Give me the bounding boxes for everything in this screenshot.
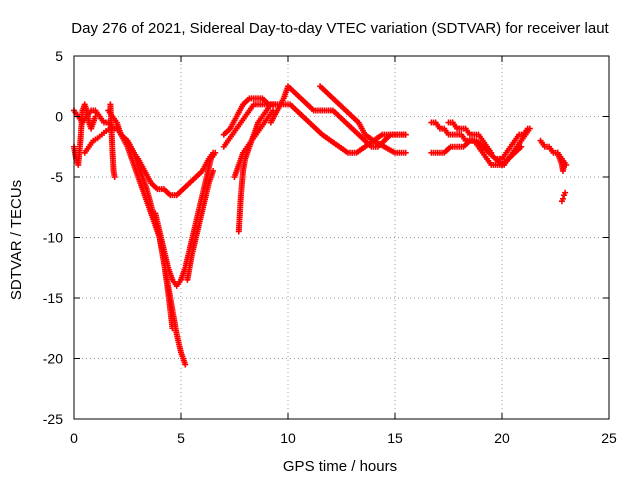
series-arc-13 — [267, 83, 409, 150]
series-arc-12 — [235, 101, 274, 235]
series-arc-14 — [317, 83, 409, 156]
data-point — [488, 149, 495, 156]
series-arc-8 — [184, 167, 217, 283]
grid-lines — [74, 56, 609, 419]
series-arc-18 — [494, 125, 531, 162]
x-tick-label: 10 — [280, 430, 296, 446]
data-point — [559, 195, 566, 202]
data-point — [562, 189, 569, 196]
x-tick-label: 15 — [387, 430, 403, 446]
data-point — [402, 149, 409, 156]
x-tick-label: 20 — [494, 430, 510, 446]
data-point — [524, 125, 531, 132]
data-point — [212, 149, 219, 156]
series-arc-1 — [71, 101, 99, 168]
y-tick-label: -5 — [51, 169, 64, 185]
x-axis-label: GPS time / hours — [283, 458, 397, 475]
data-point — [111, 174, 118, 180]
data-point — [182, 361, 189, 368]
y-axis-label: SDTVAR / TECUs — [8, 180, 25, 300]
data-point — [210, 167, 217, 174]
series-arc-20 — [554, 149, 568, 174]
y-tick-label: -20 — [43, 351, 63, 367]
x-tick-label: 25 — [601, 430, 617, 446]
series-arc-21 — [558, 189, 569, 205]
data-points — [71, 83, 570, 368]
data-point — [169, 325, 176, 332]
data-point — [267, 101, 274, 108]
data-point — [402, 131, 409, 138]
axis-ticks: 0 5 10 15 20 25 -25 -20 -15 -10 -5 0 5 — [43, 48, 617, 446]
data-point — [561, 161, 568, 168]
y-tick-label: 5 — [55, 48, 63, 64]
series-arc-10 — [220, 95, 279, 138]
y-tick-label: -25 — [43, 411, 63, 427]
y-tick-label: 0 — [55, 109, 63, 125]
series-arc-3 — [81, 125, 114, 156]
x-tick-label: 0 — [70, 430, 78, 446]
series-arc-17 — [445, 119, 495, 156]
y-tick-label: -15 — [43, 290, 63, 306]
y-tick-label: -10 — [43, 230, 63, 246]
x-tick-label: 5 — [177, 430, 185, 446]
data-point — [518, 143, 525, 150]
chart-title: Day 276 of 2021, Sidereal Day-to-day VTE… — [71, 20, 609, 37]
